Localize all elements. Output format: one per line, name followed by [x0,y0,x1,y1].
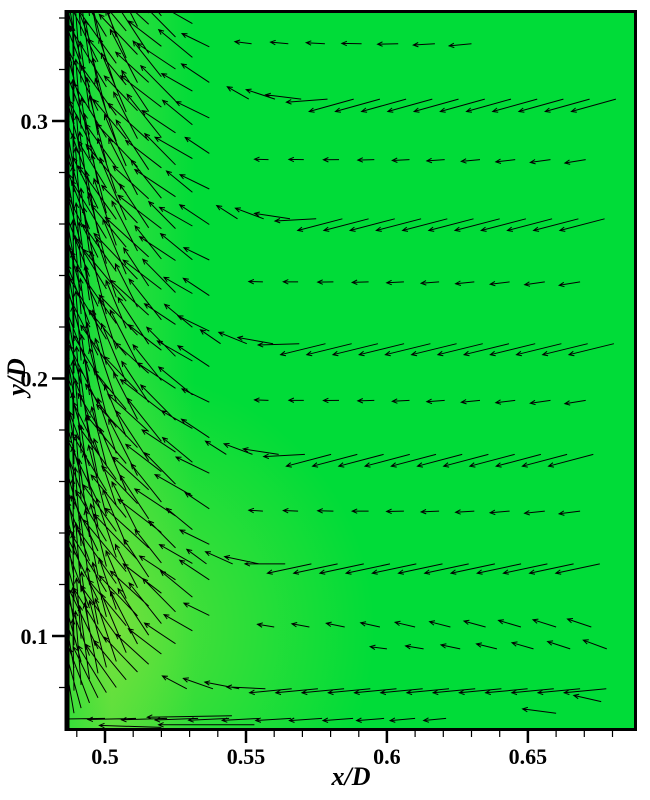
x-tick-label: 0.65 [509,744,548,769]
x-tick-label: 0.5 [91,744,119,769]
y-tick-label: 0.1 [21,624,49,649]
y-axis-title: y/D [2,358,31,396]
flood-glow [65,10,637,731]
vector-arrows [65,10,617,729]
x-tick-label: 0.6 [373,744,401,769]
plot-border [65,10,637,731]
y-tick-label: 0.3 [21,109,49,134]
y-tick-label: 0.2 [21,367,49,392]
major-ticks [52,119,530,743]
x-axis-title: x/D [331,762,371,791]
x-tick-label: 0.55 [227,744,266,769]
